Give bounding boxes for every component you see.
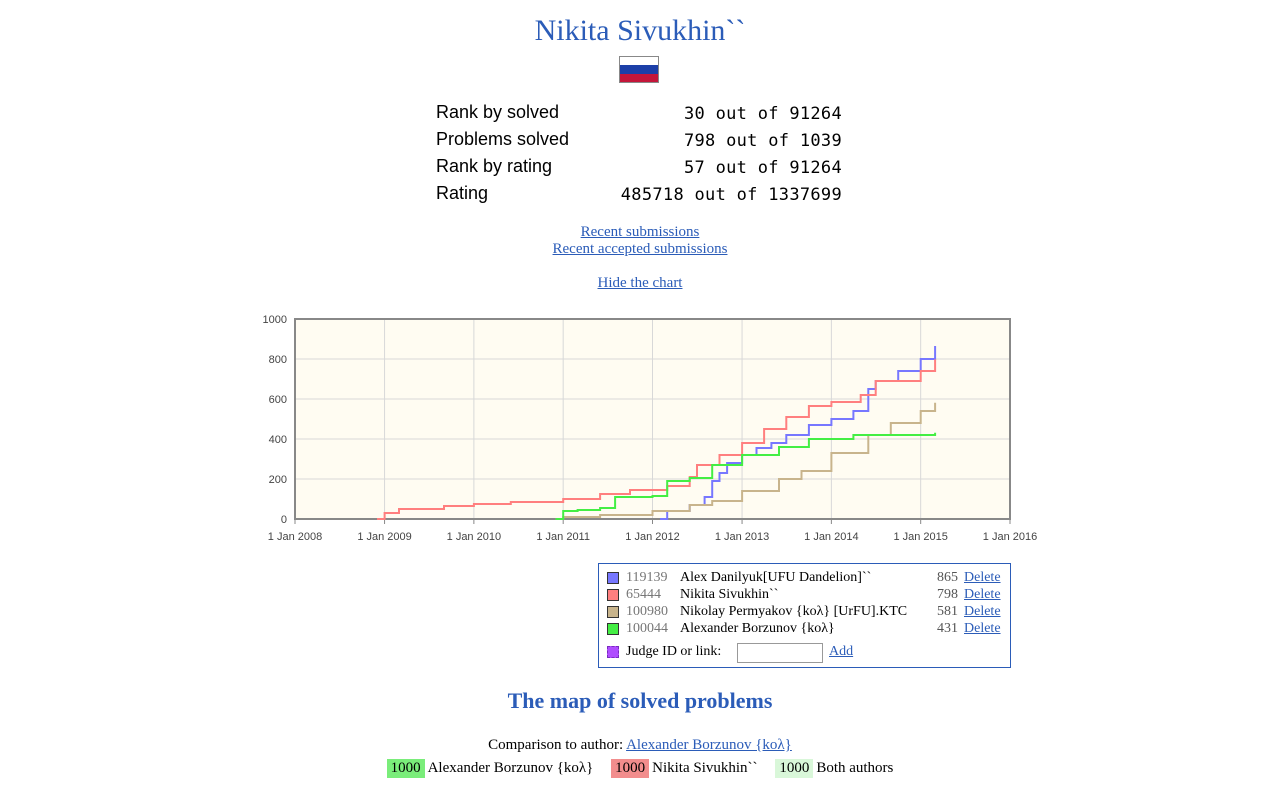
judge-id: 100044 [626, 621, 668, 636]
stats-table: Rank by solved 30 out of 91264 Problems … [436, 101, 846, 209]
x-tick-label: 1 Jan 2013 [715, 531, 769, 543]
author-name: Alex Danilyuk[UFU Dandelion]`` [680, 570, 872, 585]
comparison-author-link[interactable]: Alexander Borzunov {koλ} [626, 737, 792, 753]
x-tick-label: 1 Jan 2011 [536, 531, 590, 543]
x-tick-label: 1 Jan 2016 [983, 531, 1037, 543]
x-tick-label: 1 Jan 2014 [804, 531, 858, 543]
plot-border [294, 318, 1011, 520]
solved-problems-chart: 0 200 400 600 800 1000 1 Jan 2008 1 Jan 2009 1 J… [263, 314, 1038, 543]
series-color-swatch [607, 623, 619, 635]
y-tick-label: 200 [269, 474, 287, 486]
delete-link[interactable]: Delete [964, 570, 1001, 585]
russia-flag-icon [619, 56, 659, 83]
series-line [555, 432, 937, 520]
author-name: Nikita Sivukhin`` [680, 587, 779, 602]
stat-label: Rank by rating [436, 156, 553, 176]
y-tick-label: 1000 [263, 314, 287, 326]
key-label: Alexander Borzunov {koλ} [427, 760, 594, 776]
solved-count: 581 [937, 604, 958, 619]
recent-submissions-link[interactable]: Recent submissions [580, 224, 700, 240]
judge-id-input[interactable] [737, 643, 823, 663]
stat-row-problems-solved: Problems solved 798 out of 1039 [436, 128, 846, 155]
y-tick-label: 800 [269, 354, 287, 366]
chart-toggle: Hide the chart [0, 275, 1280, 292]
series-color-swatch [607, 606, 619, 618]
add-link[interactable]: Add [829, 644, 854, 659]
map-title: The map of solved problems [507, 688, 773, 713]
judge-id: 65444 [626, 587, 661, 602]
x-tick-label: 1 Jan 2010 [447, 531, 501, 543]
judge-id-label: Judge ID or link: [626, 644, 722, 659]
series-color-swatch [607, 572, 619, 584]
hide-chart-link[interactable]: Hide the chart [597, 275, 683, 291]
stat-row-rating: Rating 485718 out of 1337699 [436, 182, 846, 209]
submission-links: Recent submissions Recent accepted submi… [0, 224, 1280, 258]
solved-count: 798 [937, 587, 958, 602]
series-line [555, 402, 937, 520]
chart-legend: 119139 Alex Danilyuk[UFU Dandelion]`` 86… [598, 563, 1011, 668]
stat-value: 798 out of 1039 [683, 131, 842, 151]
delete-link[interactable]: Delete [964, 621, 1001, 636]
y-tick-label: 400 [269, 434, 287, 446]
judge-id: 100980 [626, 604, 668, 619]
add-author-row: Judge ID or link: Add [607, 643, 1007, 665]
stat-value: 57 out of 91264 [683, 158, 842, 178]
stat-row-rank-solved: Rank by solved 30 out of 91264 [436, 101, 846, 128]
comparison-line: Comparison to author: Alexander Borzunov… [0, 737, 1280, 754]
y-tick-label: 0 [281, 514, 287, 526]
flag-stripe-blue [620, 65, 658, 74]
legend-row: 100980 Nikolay Permyakov {koλ} [UrFU].KT… [607, 604, 1007, 621]
key-badge-user: 1000 [611, 759, 650, 778]
judge-id: 119139 [626, 570, 668, 585]
author-name: Nikolay Permyakov {koλ} [UrFU].KTC [680, 604, 908, 619]
key-label: Both authors [816, 760, 894, 776]
key-badge-author: 1000 [386, 759, 425, 778]
new-series-swatch [607, 646, 619, 658]
stat-value: 485718 out of 1337699 [620, 185, 842, 205]
flag-stripe-red [620, 73, 658, 82]
legend-row: 119139 Alex Danilyuk[UFU Dandelion]`` 86… [607, 570, 1007, 587]
x-tick-label: 1 Jan 2015 [893, 531, 947, 543]
x-tick-label: 1 Jan 2009 [357, 531, 411, 543]
page-title: Nikita Sivukhin`` [534, 14, 746, 47]
series-color-swatch [607, 589, 619, 601]
key-label: Nikita Sivukhin`` [652, 760, 758, 776]
stat-label: Rank by solved [436, 102, 560, 122]
y-tick-label: 600 [269, 394, 287, 406]
stat-label: Rating [436, 183, 489, 203]
x-tick-label: 1 Jan 2012 [625, 531, 679, 543]
x-tick-label: 1 Jan 2008 [268, 531, 322, 543]
recent-accepted-submissions-link[interactable]: Recent accepted submissions [552, 241, 728, 257]
delete-link[interactable]: Delete [964, 604, 1001, 619]
author-name: Alexander Borzunov {koλ} [680, 621, 835, 636]
legend-row: 100044 Alexander Borzunov {koλ} 431 Dele… [607, 621, 1007, 638]
key-badge-both: 1000 [775, 759, 814, 778]
legend-row: 65444 Nikita Sivukhin`` 798 Delete [607, 587, 1007, 604]
stat-value: 30 out of 91264 [683, 104, 842, 124]
delete-link[interactable]: Delete [964, 587, 1001, 602]
flag-stripe-white [620, 57, 658, 66]
solved-count: 431 [937, 621, 958, 636]
comparison-label: Comparison to author: [488, 737, 624, 753]
stat-row-rank-rating: Rank by rating 57 out of 91264 [436, 155, 846, 182]
map-key: 1000 Alexander Borzunov {koλ} 1000 Nikita … [0, 759, 1280, 778]
solved-count: 865 [937, 570, 958, 585]
stat-label: Problems solved [436, 129, 570, 149]
